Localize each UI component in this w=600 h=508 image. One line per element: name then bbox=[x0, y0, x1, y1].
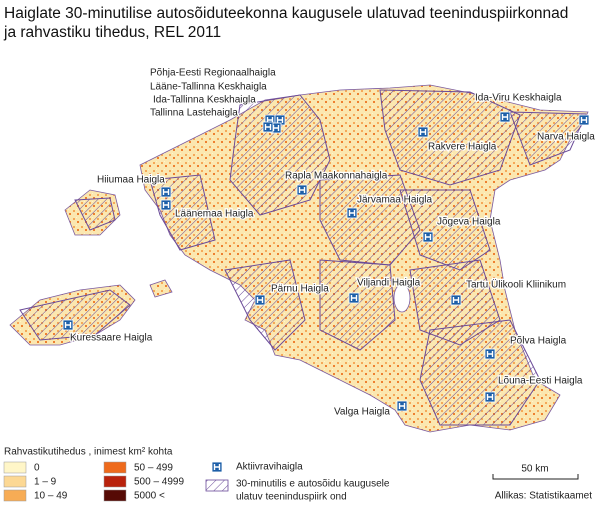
hospital-icon bbox=[296, 184, 308, 196]
legend-label: 500 – 4999 bbox=[134, 477, 184, 488]
service-area bbox=[509, 111, 587, 166]
hospital-label: Põlva Haigla bbox=[510, 336, 567, 347]
legend-label: ulatuv teeninduspiirk ond bbox=[236, 492, 347, 503]
legend-swatch bbox=[205, 479, 229, 492]
legend-swatch bbox=[103, 461, 127, 474]
icon-h bbox=[452, 297, 460, 303]
service-areas bbox=[19, 89, 587, 426]
icon-h bbox=[501, 114, 509, 120]
hospital-icon bbox=[346, 207, 358, 219]
icon-h bbox=[486, 351, 494, 357]
icon-h bbox=[264, 124, 272, 130]
legend-label: 50 – 499 bbox=[134, 463, 173, 474]
legend-swatch bbox=[3, 461, 27, 474]
hospital-label: Viljandi Haigla bbox=[357, 278, 421, 289]
hospital-label: Lääne-Tallinna Keskhaigla bbox=[150, 82, 267, 93]
hospital-label: Pärnu Haigla bbox=[271, 284, 329, 295]
source: Allikas: Statistikaamet bbox=[495, 491, 592, 502]
legend-label: 30-minutilis e autosõidu kaugusele bbox=[236, 479, 390, 490]
legend: Rahvastikutihedus , inimest km² kohta 0 1 … bbox=[3, 447, 592, 503]
map-title: Haiglate 30-minutilise autosõiduteekonna… bbox=[4, 5, 569, 41]
icon-h bbox=[419, 129, 427, 135]
hospital-icon bbox=[348, 292, 360, 304]
icon-h bbox=[580, 117, 588, 123]
hospital-label: Järvamaa Haigla bbox=[357, 195, 432, 206]
hospital-icon bbox=[484, 391, 496, 403]
legend-title: Rahvastikutihedus , inimest km² kohta bbox=[4, 447, 173, 458]
hospital-icon bbox=[160, 186, 172, 198]
hospital-label: Narva Haigla bbox=[537, 132, 595, 143]
hospital-icon bbox=[422, 231, 434, 243]
hospital-icon bbox=[211, 461, 223, 473]
hospital-icon bbox=[484, 348, 496, 360]
hospital-icon bbox=[499, 111, 511, 123]
hospital-icon bbox=[417, 126, 429, 138]
legend-label: 1 – 9 bbox=[34, 477, 57, 488]
hospital-label: Jõgeva Haigla bbox=[437, 217, 501, 228]
icon-h bbox=[162, 202, 170, 208]
hospital-label: Põhja-Eesti Regionaalhaigla bbox=[150, 68, 276, 79]
icon-h bbox=[256, 297, 264, 303]
legend-label: 10 – 49 bbox=[34, 491, 68, 502]
icon-h bbox=[213, 464, 221, 470]
hospital-label: Rakvere Haigla bbox=[428, 142, 497, 153]
icon-h bbox=[272, 125, 280, 131]
legend-swatch bbox=[103, 489, 127, 502]
hospital-icon bbox=[160, 199, 172, 211]
legend-swatch bbox=[3, 489, 27, 502]
hospital-label: Valga Haigla bbox=[334, 407, 390, 418]
hospital-label: Lõuna-Eesti Haigla bbox=[498, 376, 583, 387]
legend-swatch bbox=[3, 475, 27, 488]
hospital-label: Ida-Tallinna Keskhaigla bbox=[153, 95, 256, 106]
scale-bar bbox=[492, 474, 579, 480]
service-area bbox=[19, 289, 131, 341]
icon-h bbox=[348, 210, 356, 216]
hospital-label: Rapla Maakonnahaigla bbox=[285, 171, 388, 182]
icon-h bbox=[350, 295, 358, 301]
hospital-label: Läänemaa Haigla bbox=[175, 209, 254, 220]
legend-label: 0 bbox=[34, 463, 40, 474]
hospital-icon bbox=[450, 294, 462, 306]
service-area bbox=[399, 189, 491, 271]
legend-swatch bbox=[103, 475, 127, 488]
hospital-icon bbox=[396, 400, 408, 412]
hospital-label: Kuressaare Haigla bbox=[70, 333, 153, 344]
icon-h bbox=[162, 189, 170, 195]
muhu bbox=[149, 279, 173, 298]
lake bbox=[393, 283, 411, 313]
hospital-icon bbox=[578, 114, 590, 126]
icon-h bbox=[64, 322, 72, 328]
hospital-icon bbox=[262, 121, 274, 133]
legend-label: 5000 < bbox=[134, 491, 165, 502]
service-area bbox=[319, 259, 396, 351]
hospital-icon bbox=[62, 319, 74, 331]
icon-h bbox=[276, 117, 284, 123]
icon-h bbox=[486, 394, 494, 400]
service-area bbox=[419, 319, 541, 426]
icon-h bbox=[398, 403, 406, 409]
icon-h bbox=[424, 234, 432, 240]
service-area bbox=[379, 89, 521, 186]
service-area bbox=[74, 197, 116, 231]
hospital-label: Hiiumaa Haigla bbox=[97, 175, 165, 186]
legend-label: Aktiivravihaigla bbox=[236, 462, 303, 473]
hospital-label: Tallinna Lastehaigla bbox=[150, 108, 238, 119]
icon-h bbox=[298, 187, 306, 193]
hospital-label: Ida-Viru Keskhaigla bbox=[475, 93, 562, 104]
hospital-icon bbox=[254, 294, 266, 306]
scale-label: 50 km bbox=[521, 464, 548, 475]
hospitals: Põhja-Eesti Regionaalhaigla Lääne-Tallinn… bbox=[62, 66, 596, 419]
hospital-label: Tartu Ülikooli Kliinikum bbox=[466, 279, 566, 291]
